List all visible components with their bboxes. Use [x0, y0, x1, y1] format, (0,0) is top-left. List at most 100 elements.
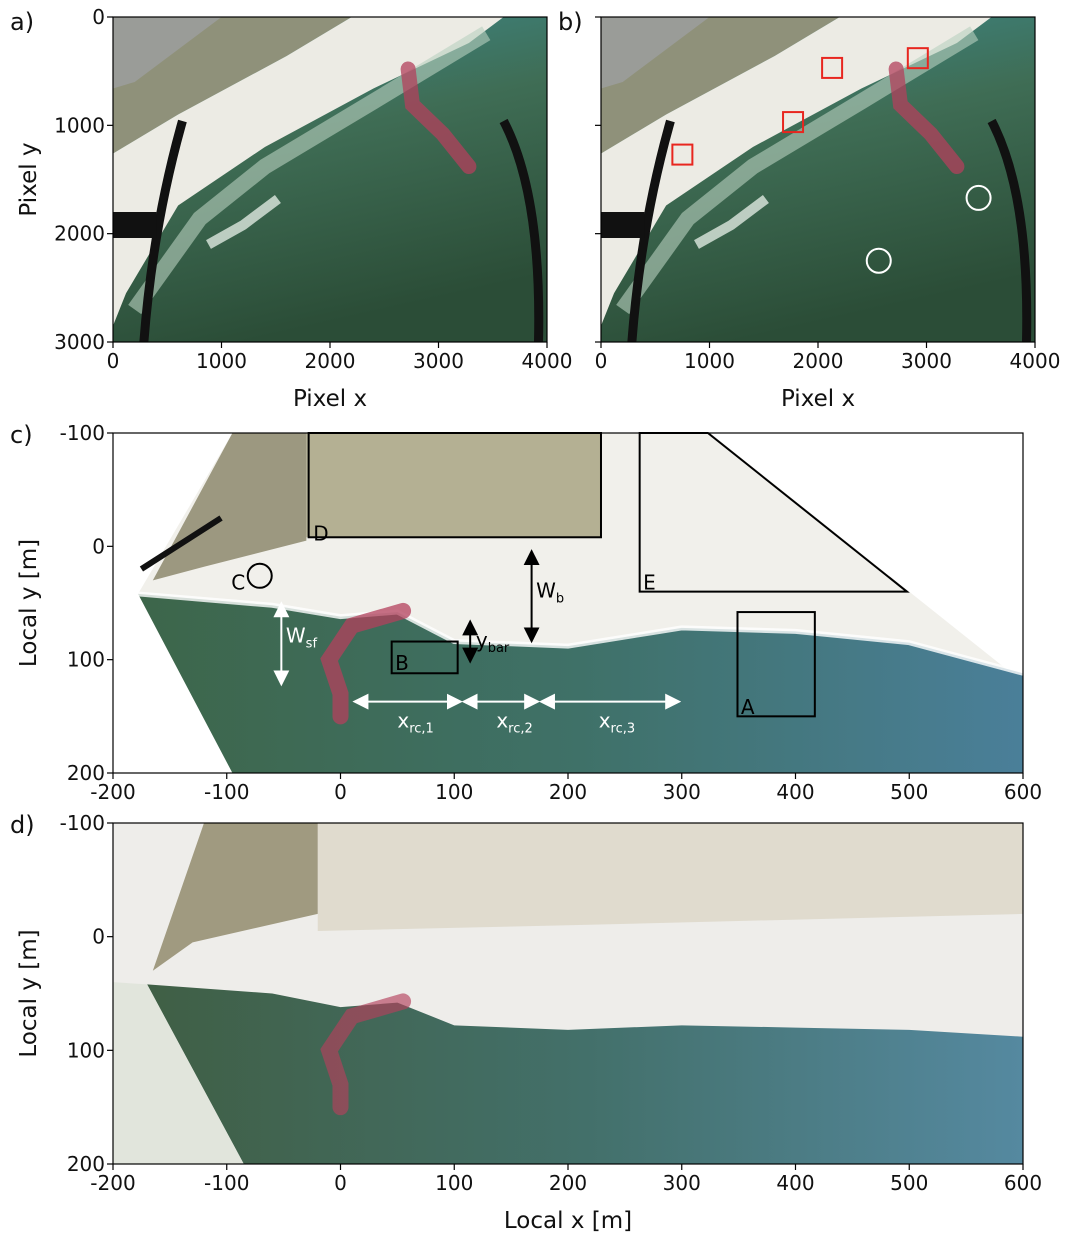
camera-arm: [139, 515, 223, 572]
camera-mount: [601, 212, 645, 238]
x-axis-label: Pixel x: [781, 386, 855, 412]
x-tick-label: 200: [549, 780, 587, 804]
dune-haze: [317, 823, 1023, 931]
drifter-circle: [865, 247, 892, 274]
y-tick-label: 1000: [54, 113, 105, 137]
x-tick-label: 3000: [413, 349, 464, 373]
sandbar-foam: [206, 194, 281, 249]
water: [147, 984, 1023, 1164]
panel-label: d): [10, 811, 35, 839]
x-tick-label: 200: [549, 1171, 587, 1195]
region-box: [638, 432, 910, 593]
beach: [601, 17, 992, 326]
annotation: B: [395, 651, 409, 675]
annotation-main: x: [496, 709, 508, 733]
dune: [152, 823, 318, 971]
annotation-sub: b: [556, 591, 564, 606]
y-axis-label: Pixel y: [16, 142, 42, 216]
x-tick-label: 100: [435, 1171, 473, 1195]
annotation-main: y: [476, 628, 488, 652]
y-tick-label: -100: [60, 421, 105, 445]
region-box: [307, 432, 602, 539]
x-tick-label: 1000: [196, 349, 247, 373]
annotation-main: x: [397, 709, 409, 733]
camera-arm: [627, 119, 675, 342]
gcp-box: [782, 111, 805, 134]
dune: [152, 433, 307, 581]
x-tick-label: 500: [890, 780, 928, 804]
drifter-circle: [965, 184, 992, 211]
photo: [113, 17, 547, 342]
annotation: D: [313, 522, 328, 546]
fade: [113, 982, 244, 1164]
panel-label: b): [558, 8, 583, 36]
y-tick-label: 0: [92, 925, 105, 949]
annotation: ybar: [476, 628, 510, 656]
water: [138, 593, 1023, 773]
region-box: [390, 640, 459, 675]
camera-arm: [139, 119, 187, 342]
annotation-sub: bar: [488, 641, 510, 656]
sandbar-foam: [694, 194, 769, 249]
annotation: C: [231, 570, 245, 594]
annotation: xrc,2: [496, 709, 532, 737]
annotation-sub: rc,1: [409, 722, 434, 737]
beach: [113, 17, 504, 326]
dye-plume: [400, 61, 477, 174]
y-tick-label: 3000: [54, 330, 105, 354]
x-axis-label: Local x [m]: [504, 1208, 632, 1234]
annotation-sub: rc,2: [508, 722, 533, 737]
dune-field: [306, 433, 601, 538]
y-axis-label: Local y [m]: [16, 929, 42, 1057]
y-tick-label: 0: [92, 534, 105, 558]
x-tick-label: -200: [90, 1171, 135, 1195]
gcp-box: [821, 56, 844, 79]
x-tick-label: 400: [776, 1171, 814, 1195]
y-tick-label: 200: [67, 1152, 105, 1176]
annotation-sub: rc,3: [611, 722, 636, 737]
x-tick-label: 600: [1004, 780, 1042, 804]
annotation: Wb: [536, 578, 564, 606]
x-tick-label: 0: [334, 1171, 347, 1195]
x-tick-label: -100: [204, 780, 249, 804]
dye-plume: [320, 602, 412, 725]
annotation-main: W: [536, 578, 556, 602]
x-tick-label: 3000: [901, 349, 952, 373]
x-tick-label: 400: [776, 780, 814, 804]
foam: [137, 591, 1023, 676]
x-tick-label: -100: [204, 1171, 249, 1195]
y-tick-label: 2000: [54, 222, 105, 246]
annotation: xrc,1: [397, 709, 433, 737]
annotation-main: W: [286, 624, 306, 648]
camera-arm: [499, 118, 544, 342]
x-tick-label: -200: [90, 780, 135, 804]
annotation: Wsf: [286, 624, 318, 652]
x-axis-label: Pixel x: [293, 386, 367, 412]
x-tick-label: 100: [435, 780, 473, 804]
x-tick-label: 0: [107, 349, 120, 373]
annotation-sub: sf: [306, 637, 318, 652]
gcp-box: [671, 143, 694, 166]
x-tick-label: 2000: [305, 349, 356, 373]
y-tick-label: 100: [67, 1038, 105, 1062]
road: [113, 17, 222, 89]
panel-label: a): [10, 8, 34, 36]
region-box: [736, 611, 816, 718]
x-tick-label: 500: [890, 1171, 928, 1195]
road: [601, 17, 710, 89]
x-tick-label: 2000: [793, 349, 844, 373]
y-tick-label: -100: [60, 811, 105, 835]
camera-mount: [113, 212, 157, 238]
camera-arm: [987, 118, 1032, 342]
x-tick-label: 4000: [1010, 349, 1061, 373]
dye-plume: [320, 993, 412, 1116]
panel-label: c): [10, 421, 33, 449]
x-tick-label: 300: [663, 1171, 701, 1195]
x-tick-label: 4000: [522, 349, 573, 373]
annotation: E: [643, 570, 656, 594]
gcp-box: [906, 47, 929, 70]
x-tick-label: 600: [1004, 1171, 1042, 1195]
y-tick-label: 200: [67, 761, 105, 785]
y-axis-label: Local y [m]: [16, 539, 42, 667]
annotation: xrc,3: [599, 709, 635, 737]
